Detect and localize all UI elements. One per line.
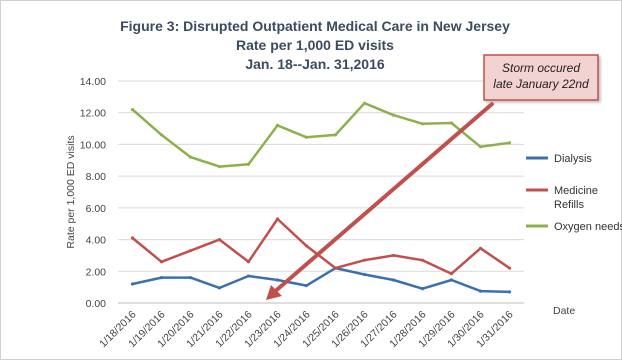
data-point-medicine-refills (217, 237, 222, 242)
data-point-medicine-refills (304, 244, 309, 248)
data-point-oxygen-needs (130, 107, 135, 112)
data-point-medicine-refills (275, 217, 280, 221)
data-point-dialysis (449, 278, 454, 282)
data-point-medicine-refills (159, 260, 164, 264)
annotation-text: Storm occured (502, 61, 580, 75)
y-tick-label: 10.00 (80, 139, 106, 151)
chart-title-line-1: Figure 3: Disrupted Outpatient Medical C… (120, 18, 510, 34)
data-point-oxygen-needs (420, 122, 425, 126)
y-tick-label: 12.00 (80, 108, 106, 120)
y-tick-labels: 0.00 2.00 4.00 6.00 8.00 10.00 12.00 14.00 (80, 76, 106, 310)
y-tick-label: 0.00 (86, 298, 107, 310)
chart-title-line-2: Rate per 1,000 ED visits (236, 37, 394, 53)
data-point-dialysis (420, 287, 425, 291)
data-point-dialysis (507, 290, 512, 294)
data-point-oxygen-needs (275, 123, 280, 127)
data-point-dialysis (304, 283, 309, 288)
annotation-arrowhead (266, 285, 282, 300)
legend-label-oxygen-needs: Oxygen needs (554, 221, 622, 233)
series-line-dialysis (131, 266, 511, 294)
legend-label-dialysis: Dialysis (554, 153, 592, 165)
data-point-oxygen-needs (391, 113, 396, 117)
legend-label-medicine-refills: Medicine (554, 185, 598, 197)
data-point-medicine-refills (333, 266, 338, 270)
data-point-dialysis (217, 286, 222, 290)
data-point-medicine-refills (188, 249, 193, 253)
annotation-text: late January 22nd (493, 77, 589, 91)
y-tick-label: 4.00 (86, 235, 107, 247)
data-point-medicine-refills (362, 258, 367, 262)
chart-title-line-3: Jan. 18--Jan. 31,2016 (245, 56, 385, 72)
data-point-medicine-refills (449, 272, 454, 276)
gridlines (118, 80, 524, 304)
legend-label-medicine-refills: Refills (554, 199, 584, 211)
data-point-dialysis (159, 276, 164, 280)
x-axis-label: Date (553, 305, 575, 317)
data-point-oxygen-needs (478, 145, 483, 149)
data-point-oxygen-needs (449, 121, 454, 125)
y-tick-label: 2.00 (86, 266, 107, 278)
data-point-oxygen-needs (159, 133, 164, 137)
data-point-medicine-refills (130, 236, 135, 240)
data-point-medicine-refills (507, 266, 512, 270)
data-point-dialysis (246, 274, 251, 278)
series-line-oxygen-needs (131, 101, 511, 168)
series-line-medicine-refills (131, 217, 511, 275)
data-point-oxygen-needs (217, 165, 222, 169)
data-point-oxygen-needs (304, 135, 309, 139)
data-point-dialysis (478, 289, 483, 293)
data-point-medicine-refills (246, 260, 251, 264)
annotation-box (483, 54, 599, 101)
data-point-oxygen-needs (188, 155, 193, 159)
storm-annotation: Storm occured late January 22nd (266, 54, 599, 300)
data-point-dialysis (362, 272, 367, 277)
y-tick-label: 8.00 (86, 171, 107, 183)
y-tick-label: 6.00 (86, 203, 107, 215)
data-point-oxygen-needs (333, 133, 338, 137)
data-point-dialysis (391, 278, 396, 282)
data-point-oxygen-needs (507, 141, 512, 145)
y-tick-label: 14.00 (80, 76, 106, 88)
legend: Dialysis Medicine Refills Oxygen needs (526, 153, 622, 233)
data-point-medicine-refills (391, 253, 396, 258)
data-point-oxygen-needs (246, 162, 251, 166)
annotation-arrow-shaft (270, 102, 494, 296)
data-point-oxygen-needs (362, 101, 367, 105)
y-axis-label: Rate per 1,000 ED visits (65, 135, 77, 248)
data-point-dialysis (188, 276, 193, 280)
data-point-medicine-refills (478, 246, 483, 250)
data-point-dialysis (275, 278, 280, 282)
series-lines (130, 101, 512, 294)
data-point-medicine-refills (420, 258, 425, 262)
data-point-dialysis (130, 282, 135, 286)
